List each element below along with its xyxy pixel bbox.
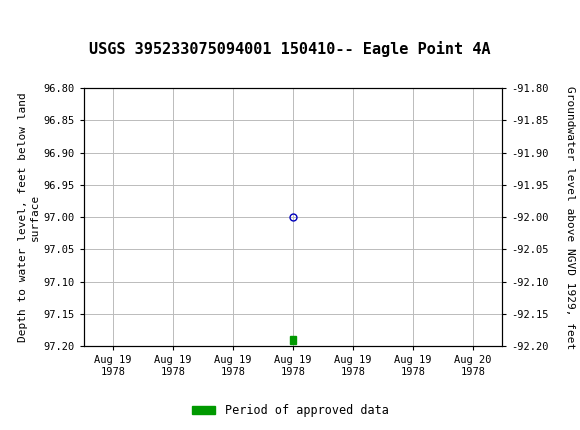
Legend: Period of approved data: Period of approved data (187, 399, 393, 422)
Text: ≡USGS: ≡USGS (3, 10, 74, 28)
Y-axis label: Groundwater level above NGVD 1929, feet: Groundwater level above NGVD 1929, feet (565, 86, 575, 349)
Y-axis label: Depth to water level, feet below land
surface: Depth to water level, feet below land su… (18, 92, 39, 342)
Text: USGS 395233075094001 150410-- Eagle Point 4A: USGS 395233075094001 150410-- Eagle Poin… (89, 41, 491, 57)
Bar (289, 336, 296, 344)
